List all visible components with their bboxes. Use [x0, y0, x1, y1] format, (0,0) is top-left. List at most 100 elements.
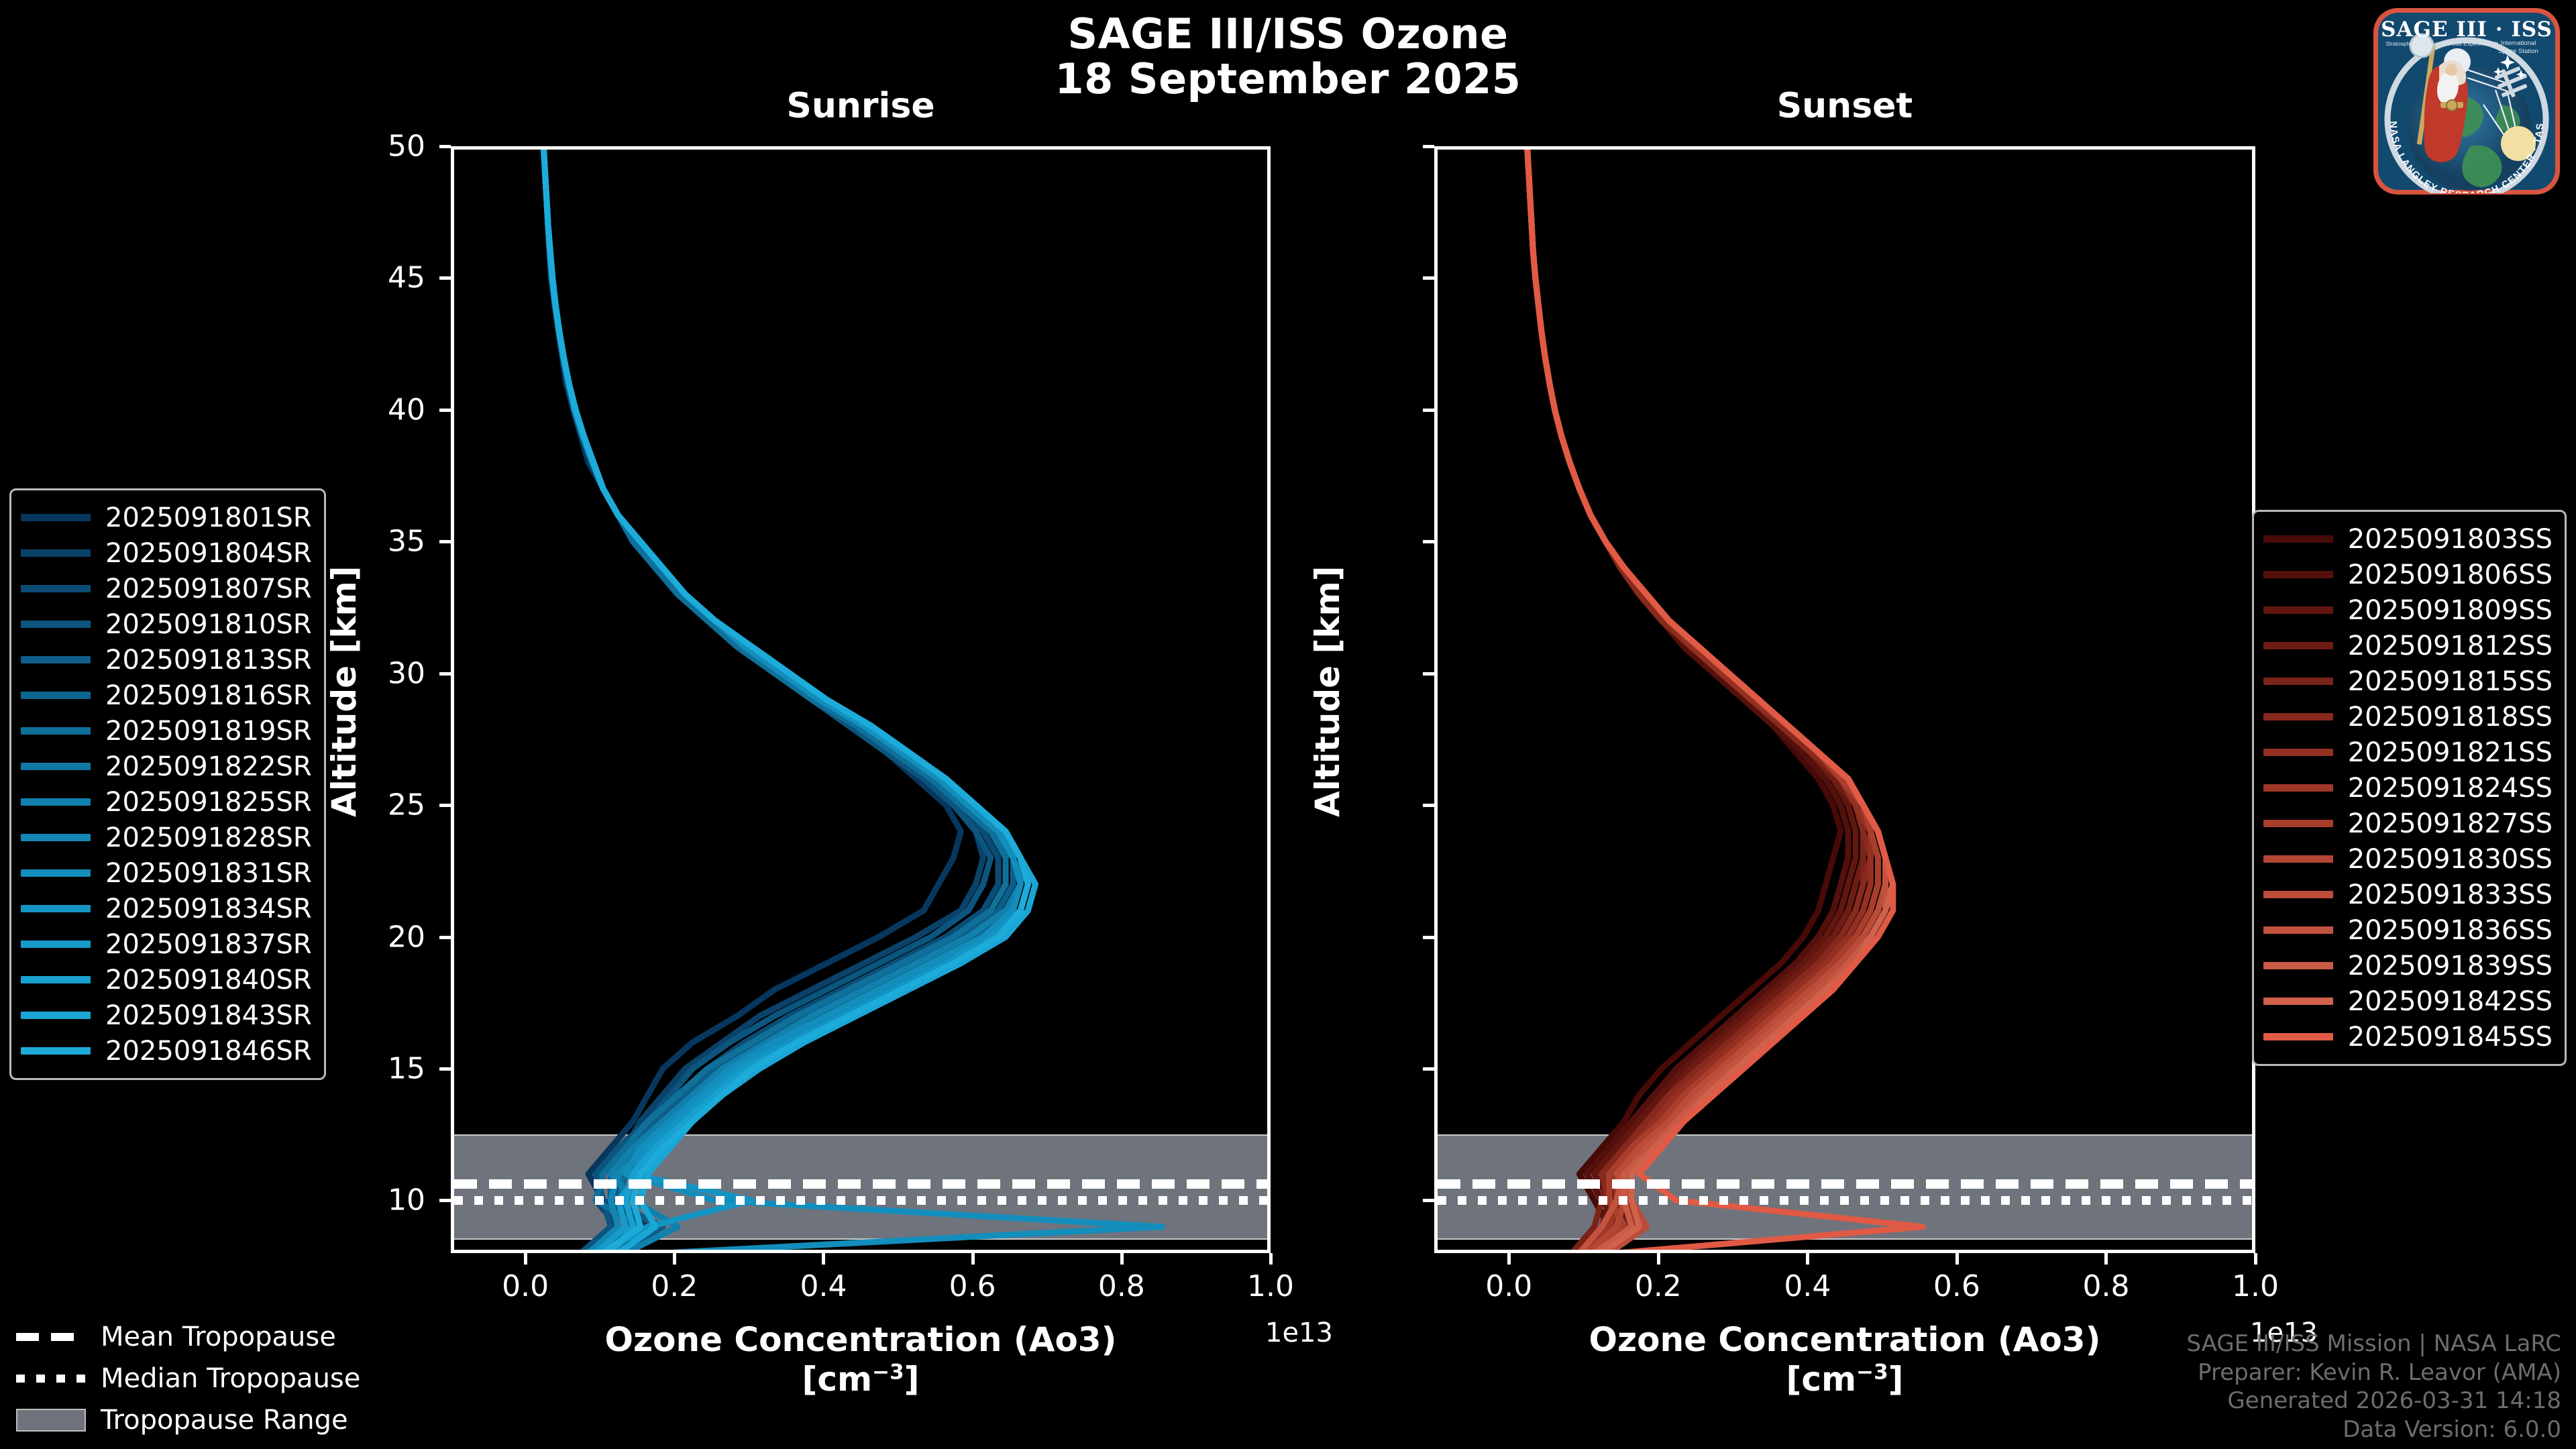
- legend-item-2025091839SS[interactable]: 2025091839SS: [2263, 948, 2553, 983]
- legend-item-2025091837SR[interactable]: 2025091837SR: [21, 926, 312, 962]
- legend-item-2025091840SR[interactable]: 2025091840SR: [21, 962, 312, 998]
- plot-area-sunrise[interactable]: [451, 146, 1271, 1253]
- legend-item-2025091833SS[interactable]: 2025091833SS: [2263, 877, 2553, 912]
- plot-area-sunset[interactable]: [1434, 146, 2255, 1253]
- y-tick-mark: [439, 1199, 451, 1203]
- legend-item-2025091845SS[interactable]: 2025091845SS: [2263, 1019, 2553, 1055]
- legend-item-2025091815SS[interactable]: 2025091815SS: [2263, 663, 2553, 699]
- footer-line-mission: SAGE III/ISS Mission | NASA LaRC: [2186, 1330, 2561, 1357]
- subplot-title-sunrise: Sunrise: [786, 86, 935, 126]
- legend-label: 2025091810SR: [105, 608, 312, 640]
- legend-item-2025091825SR[interactable]: 2025091825SR: [21, 784, 312, 820]
- sunrise-line-swatch: [21, 585, 91, 592]
- sunrise-line-swatch: [21, 1047, 91, 1055]
- svg-text:Stratospheric Aerosol and Gas: Stratospheric Aerosol and Gas Experiment…: [2385, 40, 2498, 47]
- x-tick-label: 0.0: [502, 1269, 549, 1303]
- svg-text:SAGE III · ISS: SAGE III · ISS: [2381, 17, 2553, 42]
- x-tick-label: 0.4: [1784, 1269, 1831, 1303]
- x-axis-label-line2: [cm−3]: [802, 1360, 920, 1399]
- legend-item-2025091819SR[interactable]: 2025091819SR: [21, 713, 312, 749]
- legend-label: 2025091807SR: [105, 573, 312, 604]
- sunrise-line-swatch: [21, 692, 91, 699]
- legend-label: 2025091846SR: [105, 1035, 312, 1067]
- sunset-line-swatch: [2263, 642, 2333, 649]
- y-tick-label: 25: [388, 788, 425, 822]
- sunset-legend[interactable]: 2025091803SS 2025091806SS 2025091809SS 2025…: [2251, 510, 2567, 1066]
- legend-item-2025091801SR[interactable]: 2025091801SR: [21, 500, 312, 535]
- legend-label: 2025091821SS: [2347, 737, 2553, 768]
- sunset-line-swatch: [2263, 926, 2333, 934]
- legend-item-2025091812SS[interactable]: 2025091812SS: [2263, 628, 2553, 663]
- legend-item-2025091804SR[interactable]: 2025091804SR: [21, 535, 312, 571]
- sunset-line-swatch: [2263, 855, 2333, 863]
- legend-row-median-tropopause: Median Tropopause: [16, 1358, 360, 1399]
- legend-item-2025091824SS[interactable]: 2025091824SS: [2263, 770, 2553, 806]
- legend-label: 2025091830SS: [2347, 843, 2553, 875]
- y-tick-label: 10: [388, 1183, 425, 1218]
- x-axis-label-sunset: Ozone Concentration (Ao3) [cm−3]: [1394, 1320, 2296, 1399]
- legend-item-2025091836SS[interactable]: 2025091836SS: [2263, 912, 2553, 948]
- legend-label: 2025091822SR: [105, 751, 312, 782]
- legend-label: 2025091828SR: [105, 822, 312, 853]
- sunrise-legend[interactable]: 2025091801SR 2025091804SR 2025091807SR 2025…: [9, 488, 326, 1080]
- legend-label: 2025091824SS: [2347, 772, 2553, 804]
- legend-item-2025091818SS[interactable]: 2025091818SS: [2263, 699, 2553, 735]
- legend-item-2025091821SS[interactable]: 2025091821SS: [2263, 735, 2553, 770]
- legend-label: 2025091812SS: [2347, 630, 2553, 661]
- mean-tropopause-line-swatch: [16, 1333, 86, 1341]
- legend-item-2025091803SS[interactable]: 2025091803SS: [2263, 521, 2553, 557]
- x-tick-mark: [1269, 1253, 1273, 1265]
- legend-item-2025091842SS[interactable]: 2025091842SS: [2263, 983, 2553, 1019]
- x-tick-label: 0.2: [1634, 1269, 1682, 1303]
- x-axis-label-line1: Ozone Concentration (Ao3): [604, 1320, 1117, 1359]
- sunrise-line-swatch: [21, 834, 91, 841]
- legend-item-2025091827SS[interactable]: 2025091827SS: [2263, 806, 2553, 841]
- svg-text:Space Station: Space Station: [2498, 48, 2538, 55]
- legend-item-2025091846SR[interactable]: 2025091846SR: [21, 1033, 312, 1069]
- x-tick-label: 0.4: [800, 1269, 847, 1303]
- legend-item-2025091807SR[interactable]: 2025091807SR: [21, 571, 312, 606]
- legend-item-2025091843SR[interactable]: 2025091843SR: [21, 998, 312, 1033]
- x-tick-mark: [1955, 1253, 1959, 1265]
- legend-item-2025091830SS[interactable]: 2025091830SS: [2263, 841, 2553, 877]
- x-tick-mark: [1120, 1253, 1124, 1265]
- sunset-line-swatch: [2263, 713, 2333, 720]
- profile-line: [1524, 150, 1889, 1250]
- y-tick-mark: [439, 540, 451, 544]
- legend-item-2025091810SR[interactable]: 2025091810SR: [21, 606, 312, 642]
- y-tick-mark: [439, 935, 451, 939]
- y-tick-label: 45: [388, 260, 425, 295]
- x-tick-mark: [2254, 1253, 2257, 1265]
- x-tick-label: 0.8: [1097, 1269, 1145, 1303]
- legend-item-2025091828SR[interactable]: 2025091828SR: [21, 820, 312, 855]
- legend-label: 2025091839SS: [2347, 950, 2553, 981]
- x-axis-label-line1: Ozone Concentration (Ao3): [1589, 1320, 2101, 1359]
- legend-item-2025091806SS[interactable]: 2025091806SS: [2263, 557, 2553, 592]
- legend-item-2025091816SR[interactable]: 2025091816SR: [21, 678, 312, 713]
- median-tropopause-line-sunset: [1438, 1195, 2252, 1205]
- sunset-line-swatch: [2263, 891, 2333, 898]
- footer-credits: SAGE III/ISS Mission | NASA LaRC Prepare…: [2186, 1330, 2561, 1444]
- legend-item-2025091813SR[interactable]: 2025091813SR: [21, 642, 312, 678]
- y-tick-mark: [1423, 935, 1434, 939]
- mean-tropopause-label: Mean Tropopause: [101, 1322, 336, 1352]
- y-tick-label: 15: [388, 1051, 425, 1086]
- legend-label: 2025091834SR: [105, 893, 312, 924]
- legend-item-2025091831SR[interactable]: 2025091831SR: [21, 855, 312, 891]
- y-tick-mark: [439, 1067, 451, 1071]
- legend-item-2025091822SR[interactable]: 2025091822SR: [21, 749, 312, 784]
- legend-label: 2025091816SR: [105, 680, 312, 711]
- x-tick-label: 0.8: [2082, 1269, 2130, 1303]
- sunrise-line-swatch: [21, 763, 91, 770]
- x-tick-mark: [1806, 1253, 1810, 1265]
- x-tick-label: 1.0: [2232, 1269, 2279, 1303]
- legend-item-2025091834SR[interactable]: 2025091834SR: [21, 891, 312, 926]
- legend-label: 2025091813SR: [105, 644, 312, 676]
- y-tick-mark: [1423, 1199, 1434, 1203]
- legend-item-2025091809SS[interactable]: 2025091809SS: [2263, 592, 2553, 628]
- y-tick-mark: [1423, 804, 1434, 808]
- y-tick-mark: [439, 804, 451, 808]
- y-tick-mark: [1423, 672, 1434, 676]
